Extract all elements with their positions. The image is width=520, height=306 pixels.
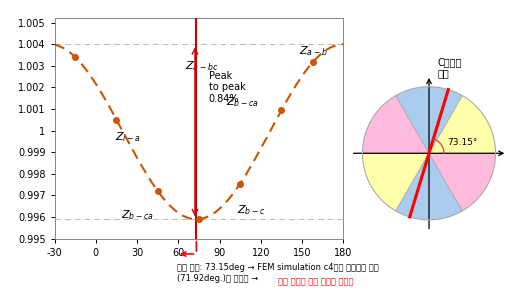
Polygon shape [396, 153, 462, 220]
Text: Peak
to peak
0.84%: Peak to peak 0.84% [209, 71, 245, 104]
Text: 단축 각도: 73.15deg → FEM simulation c4코일 고장시의 결과
(71.92deg.)와 유사함 →: 단축 각도: 73.15deg → FEM simulation c4코일 고장… [177, 263, 379, 282]
Text: $Z_{a-bc}$: $Z_{a-bc}$ [185, 59, 218, 73]
Text: $Z_{i-a}$: $Z_{i-a}$ [115, 130, 141, 144]
Text: 고장 코일의 위치 판별이 가능함: 고장 코일의 위치 판별이 가능함 [278, 277, 354, 286]
Polygon shape [429, 153, 496, 211]
Text: C상고장
판정: C상고장 판정 [437, 57, 462, 78]
Text: $Z_{b-ca}$: $Z_{b-ca}$ [226, 96, 259, 110]
Text: $Z_{b-ca}$: $Z_{b-ca}$ [121, 208, 153, 222]
Polygon shape [429, 96, 496, 153]
Polygon shape [396, 87, 462, 153]
Text: 73.15°: 73.15° [447, 138, 478, 147]
Text: $Z_{a-b}$: $Z_{a-b}$ [299, 44, 328, 58]
Polygon shape [362, 96, 429, 153]
Text: $Z_{b-c}$: $Z_{b-c}$ [237, 204, 266, 218]
Polygon shape [362, 153, 429, 211]
